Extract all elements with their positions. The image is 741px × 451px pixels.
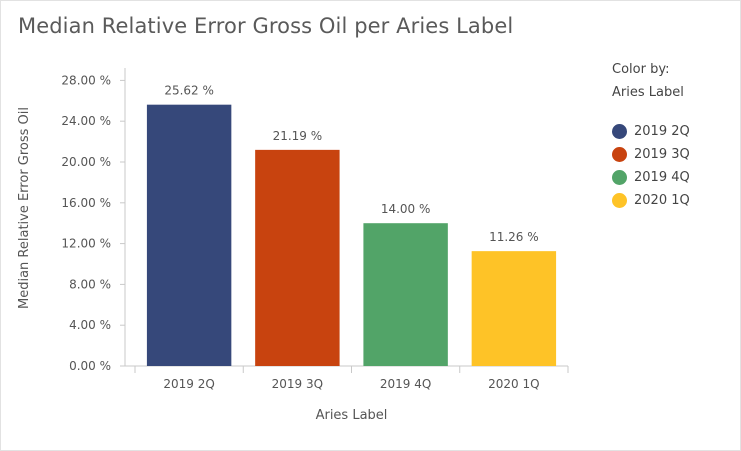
x-axis-title: Aries Label bbox=[316, 408, 388, 423]
legend-item[interactable]: 2019 4Q bbox=[612, 166, 690, 189]
x-tick-label: 2019 2Q bbox=[163, 377, 214, 391]
bar-chart: 0.00 % 4.00 % 8.00 % 12.00 % 16.00 % 20.00 % 2… bbox=[17, 68, 569, 423]
data-label: 14.00 % bbox=[381, 202, 431, 216]
legend-label: 2019 4Q bbox=[634, 170, 690, 185]
legend-swatch bbox=[612, 193, 627, 208]
y-tick-label: 8.00 % bbox=[69, 277, 111, 291]
legend-title-line1: Color by: bbox=[612, 62, 670, 77]
legend-label: 2019 2Q bbox=[634, 124, 690, 139]
legend-item[interactable]: 2020 1Q bbox=[612, 189, 690, 212]
legend-label: 2020 1Q bbox=[634, 193, 690, 208]
legend-label: 2019 3Q bbox=[634, 147, 690, 162]
bar bbox=[255, 149, 340, 366]
x-tick-label: 2020 1Q bbox=[488, 377, 539, 391]
legend-swatch bbox=[612, 124, 627, 139]
y-tick-label: 28.00 % bbox=[61, 73, 111, 87]
bar bbox=[146, 104, 232, 367]
y-tick-label: 24.00 % bbox=[61, 114, 111, 128]
y-tick-label: 16.00 % bbox=[61, 196, 111, 210]
legend-item[interactable]: 2019 2Q bbox=[612, 120, 690, 143]
bar bbox=[471, 251, 557, 366]
legend-item[interactable]: 2019 3Q bbox=[612, 143, 690, 166]
y-tick-label: 20.00 % bbox=[61, 155, 111, 169]
y-axis-title: Median Relative Error Gross Oil bbox=[17, 107, 32, 309]
data-label: 21.19 % bbox=[273, 129, 323, 143]
x-tick-label: 2019 3Q bbox=[272, 377, 323, 391]
legend-swatch bbox=[612, 147, 627, 162]
bar bbox=[363, 223, 448, 366]
data-label: 25.62 % bbox=[164, 84, 214, 98]
y-tick-label: 12.00 % bbox=[61, 237, 111, 251]
legend-title-line2: Aries Label bbox=[612, 85, 684, 100]
y-tick-label: 4.00 % bbox=[69, 318, 111, 332]
legend: Color by: Aries Label 2019 2Q 2019 3Q 20… bbox=[612, 58, 690, 212]
data-label: 11.26 % bbox=[489, 230, 539, 244]
x-tick-label: 2019 4Q bbox=[380, 377, 431, 391]
chart-title: Median Relative Error Gross Oil per Arie… bbox=[18, 14, 514, 38]
legend-swatch bbox=[612, 170, 627, 185]
y-tick-label: 0.00 % bbox=[69, 359, 111, 373]
